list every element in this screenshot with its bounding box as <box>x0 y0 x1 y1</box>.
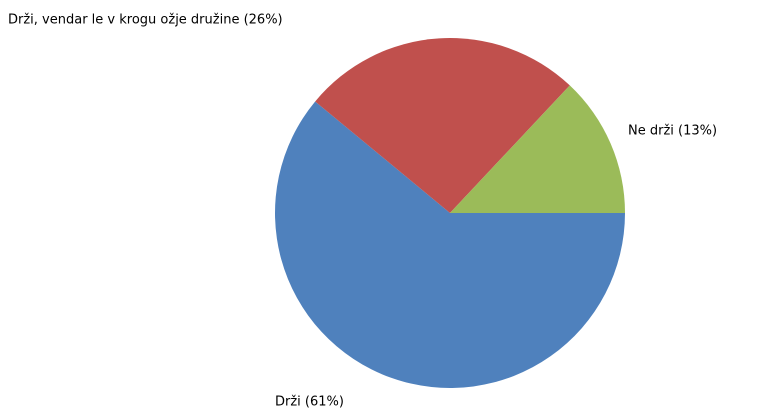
slice-label: Drži (61%) <box>275 395 344 410</box>
slice-label: Drži, vendar le v krogu ožje družine (26… <box>8 13 283 28</box>
pie-slice <box>275 101 625 389</box>
slice-label: Ne drži (13%) <box>628 124 717 139</box>
pie-slice <box>450 85 625 213</box>
pie-slice <box>315 38 570 213</box>
